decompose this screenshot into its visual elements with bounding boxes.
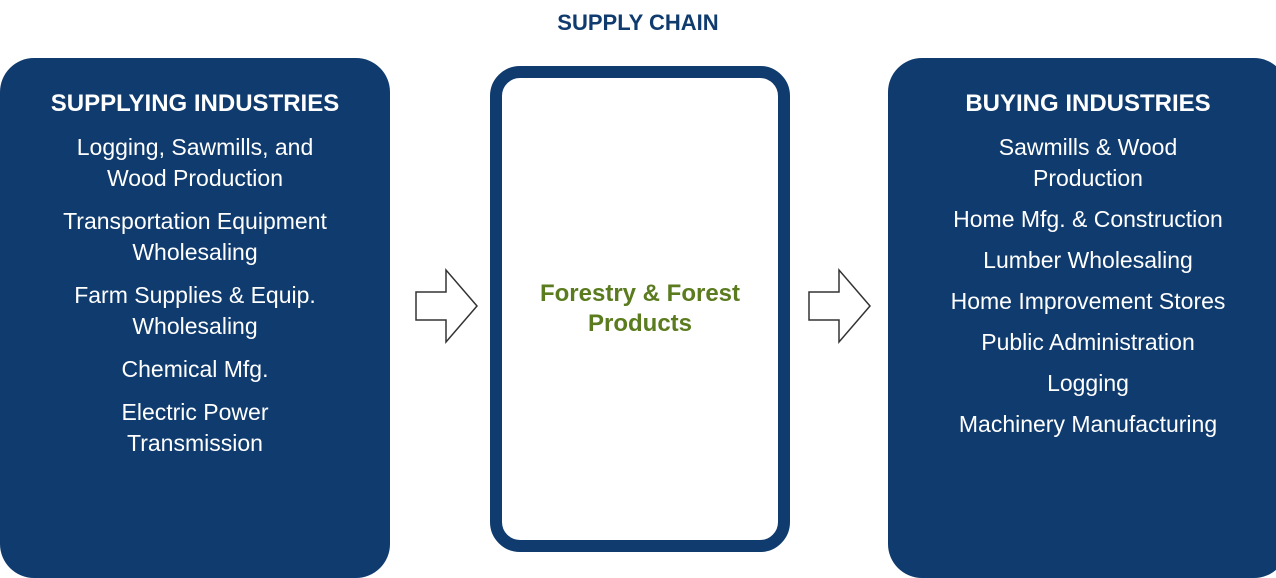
arrow: [808, 267, 871, 345]
list-item: Home Mfg. & Construction: [894, 204, 1276, 235]
center-label: Products: [587, 310, 692, 337]
supplying-box: SUPPLYING INDUSTRIES Logging, Sawmills, …: [0, 58, 390, 578]
list-item: Farm Supplies & Equip. Wholesaling: [74, 280, 316, 342]
item-list: Logging, Sawmills, and Wood Production Tra…: [0, 132, 390, 471]
list-item: Lumber Wholesaling: [894, 245, 1276, 276]
arrows: [415, 267, 871, 345]
item-line: Transmission: [127, 430, 263, 456]
arrow: [415, 267, 478, 345]
item-line: Lumber Wholesaling: [983, 247, 1193, 273]
list-item: Electric Power Transmission: [122, 397, 269, 459]
center-label: Forestry & Forest: [539, 280, 741, 307]
box-title: BUYING INDUSTRIES: [965, 90, 1211, 117]
item-list: Sawmills & Wood Production Home Mfg. & Con…: [888, 132, 1276, 450]
item-line: Logging, Sawmills, and: [76, 134, 314, 160]
list-item: Transportation Equipment Wholesaling: [63, 206, 327, 268]
list-item: Sawmills & Wood Production: [894, 132, 1276, 194]
item-line: Public Administration: [981, 329, 1195, 355]
item-line: Wholesaling: [132, 313, 258, 339]
item-line: Logging: [1047, 370, 1129, 396]
item-line: Farm Supplies & Equip.: [74, 282, 316, 308]
buying-box: BUYING INDUSTRIES Sawmills & Wood Product…: [888, 58, 1276, 578]
item-line: Sawmills & Wood: [998, 134, 1178, 160]
box-title: SUPPLYING INDUSTRIES: [50, 90, 340, 117]
list-item: Logging: [894, 368, 1276, 399]
list-item: Public Administration: [894, 327, 1276, 358]
center-box: Forestry & Forest Products: [490, 66, 790, 552]
list-item: Logging, Sawmills, and Wood Production: [77, 132, 314, 194]
list-item: Chemical Mfg.: [122, 354, 269, 385]
list-item: Home Improvement Stores: [894, 286, 1276, 317]
item-line: Electric Power: [121, 399, 269, 425]
list-item: Machinery Manufacturing: [894, 409, 1276, 440]
item-line: Home Mfg. & Construction: [953, 206, 1223, 232]
item-line: Wholesaling: [132, 239, 258, 265]
diagram-title: SUPPLY CHAIN: [557, 10, 719, 35]
item-line: Wood Production: [106, 165, 283, 191]
page: SUPPLY CHAIN SUPPLYING INDUSTRIES Loggin…: [0, 10, 1276, 578]
item-line: Production: [1033, 165, 1143, 191]
item-line: Chemical Mfg.: [121, 356, 269, 382]
item-line: Machinery Manufacturing: [958, 411, 1218, 437]
item-line: Home Improvement Stores: [950, 288, 1226, 314]
item-line: Transportation Equipment: [63, 208, 327, 234]
